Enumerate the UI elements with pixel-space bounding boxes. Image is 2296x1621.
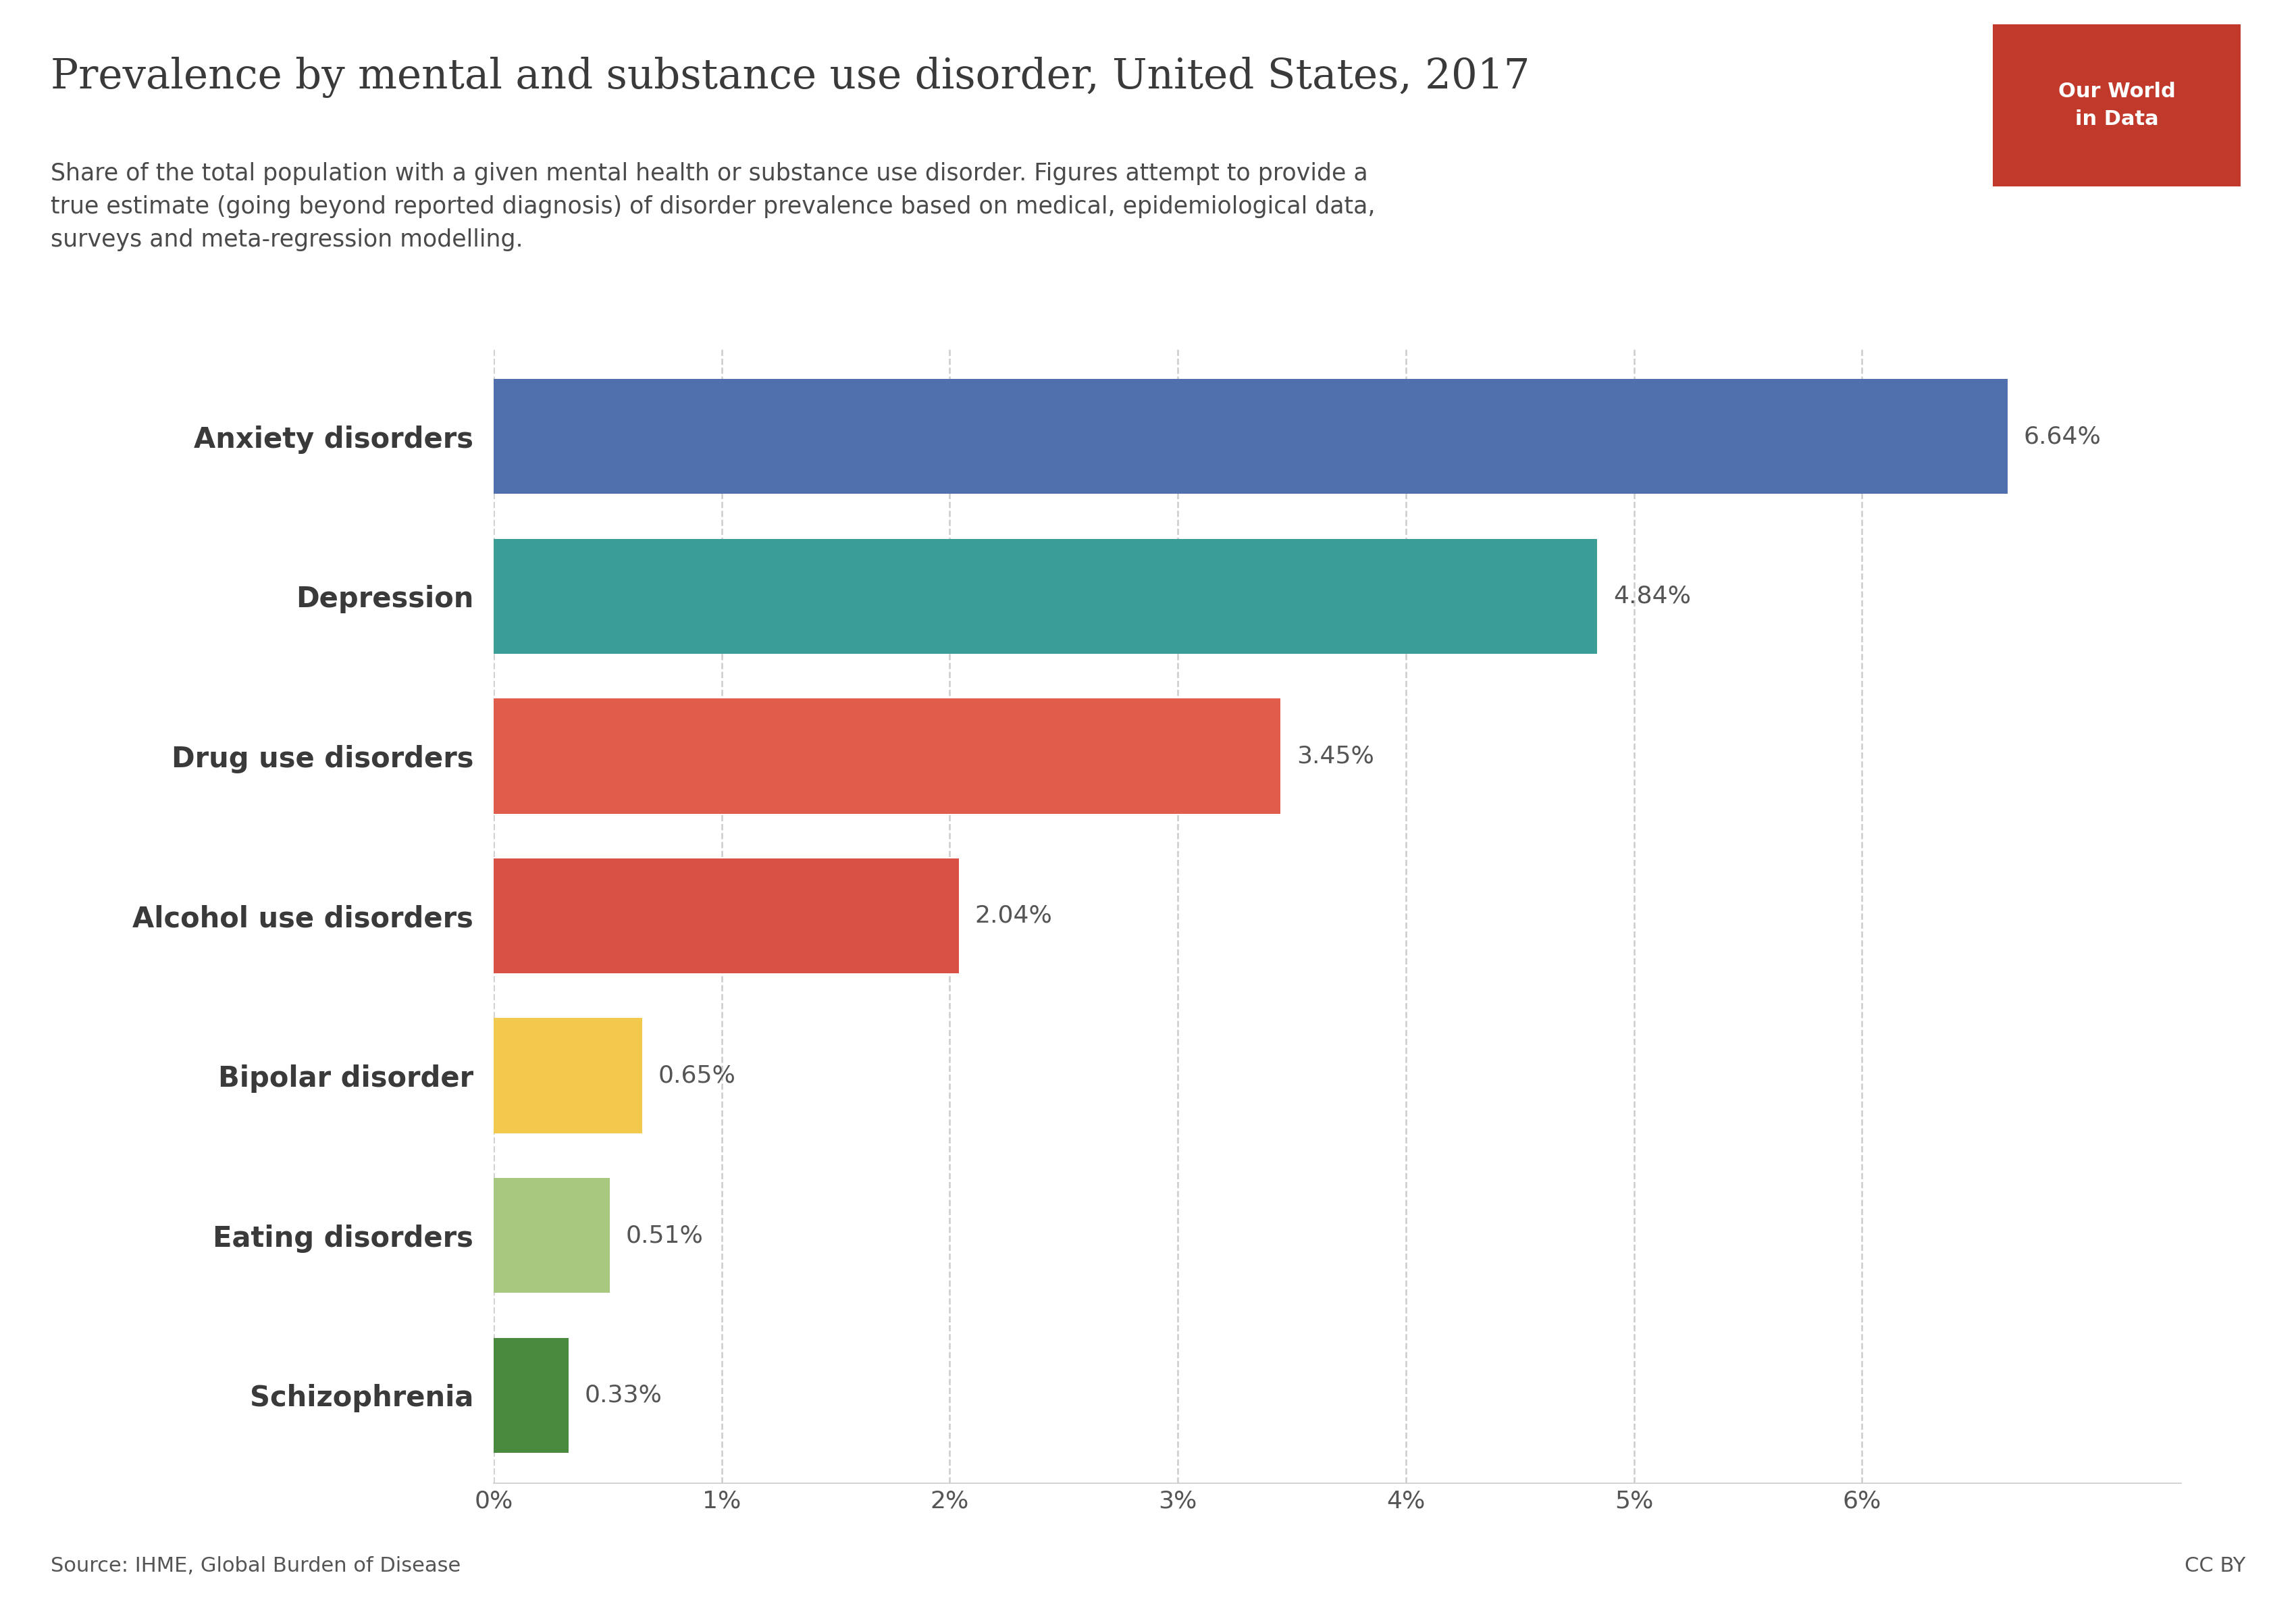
Text: 0.65%: 0.65% [659, 1065, 735, 1088]
Bar [494, 859, 960, 973]
Text: 0.33%: 0.33% [585, 1384, 664, 1407]
Text: 4.84%: 4.84% [1614, 585, 1692, 608]
Text: Prevalence by mental and substance use disorder, United States, 2017: Prevalence by mental and substance use d… [51, 57, 1529, 97]
Bar [494, 699, 1281, 814]
Text: 2.04%: 2.04% [976, 905, 1052, 927]
Text: CC BY: CC BY [2183, 1556, 2245, 1576]
Text: 3.45%: 3.45% [1297, 744, 1373, 767]
Bar [494, 1337, 569, 1452]
Text: Our World
in Data: Our World in Data [2057, 83, 2177, 128]
Text: Share of the total population with a given mental health or substance use disord: Share of the total population with a giv… [51, 162, 1375, 251]
Text: Source: IHME, Global Burden of Disease: Source: IHME, Global Burden of Disease [51, 1556, 461, 1576]
Text: 0.51%: 0.51% [627, 1224, 703, 1247]
Text: 6.64%: 6.64% [2023, 425, 2101, 447]
Bar [494, 538, 1598, 653]
Bar [494, 1018, 643, 1133]
Bar [494, 1178, 611, 1294]
Bar [494, 379, 2009, 494]
